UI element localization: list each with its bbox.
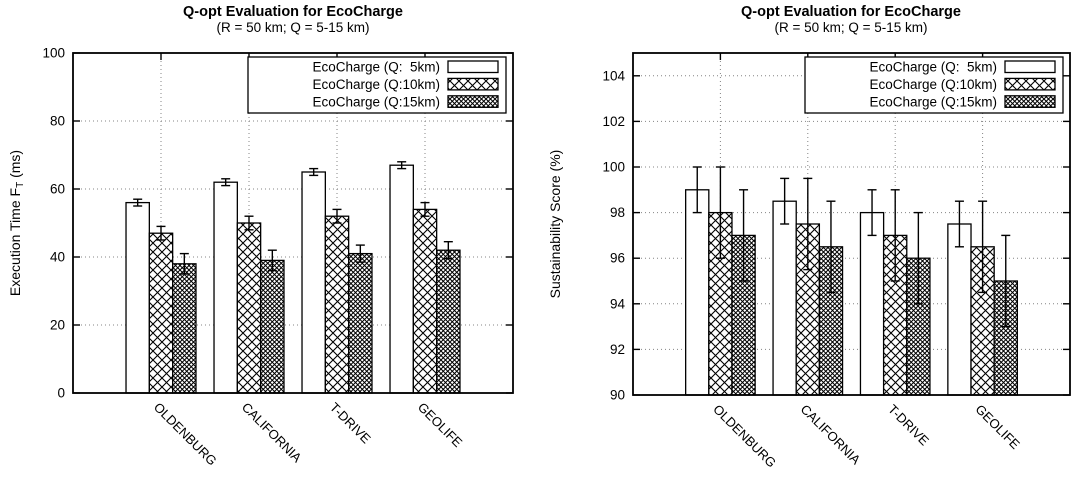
bar-series2 <box>148 232 174 394</box>
y-tick-label: 0 <box>57 386 65 401</box>
x-category-label: CALIFORNIA <box>798 402 864 468</box>
legend-label: EcoCharge (Q:10km) <box>869 77 997 92</box>
y-tick-label: 80 <box>50 114 65 129</box>
bar-series2 <box>324 215 350 394</box>
chart-subtitle: (R = 50 km; Q = 5-15 km) <box>774 20 927 35</box>
bar-series3 <box>172 263 197 394</box>
bar-series1 <box>685 189 710 396</box>
x-category-label: GEOLIFE <box>972 402 1023 453</box>
legend-label: EcoCharge (Q:15km) <box>312 94 440 109</box>
bar-series1 <box>389 164 414 394</box>
chart-sustainability-score: Q-opt Evaluation for EcoCharge (R = 50 k… <box>547 4 1071 471</box>
chart-execution-time: Q-opt Evaluation for EcoCharge (R = 50 k… <box>7 4 514 469</box>
bar-series1 <box>772 200 797 396</box>
bar-series3 <box>348 252 373 394</box>
chart-title: Q-opt Evaluation for EcoCharge <box>183 4 403 20</box>
plot-frame <box>632 52 1071 396</box>
y-tick-label: 96 <box>610 251 625 266</box>
x-category-label: GEOLIFE <box>415 400 466 451</box>
legend-swatch <box>1004 77 1056 91</box>
bar-series1 <box>213 181 238 394</box>
bar-series1 <box>301 171 326 394</box>
chart-subtitle: (R = 50 km; Q = 5-15 km) <box>216 20 369 35</box>
y-tick-label: 100 <box>42 46 65 61</box>
bar-series1 <box>125 201 150 394</box>
legend-label: EcoCharge (Q:10km) <box>312 77 440 92</box>
x-category-label: OLDENBURG <box>710 402 779 471</box>
plot-frame <box>72 52 514 394</box>
bar-series2 <box>236 222 262 394</box>
y-axis-label: Execution Time FT (ms) <box>7 150 26 296</box>
y-tick-label: 98 <box>610 205 625 220</box>
legend-swatch <box>1004 60 1056 74</box>
legend-swatch <box>447 60 499 74</box>
x-category-label: OLDENBURG <box>151 400 220 469</box>
bar-series1 <box>947 223 972 396</box>
y-tick-label: 60 <box>50 182 65 197</box>
y-tick-label: 104 <box>602 68 625 83</box>
x-category-label: CALIFORNIA <box>239 400 305 466</box>
legend-label: EcoCharge (Q: 5km) <box>312 60 440 75</box>
x-category-label: T-DRIVE <box>327 400 374 447</box>
y-tick-label: 102 <box>602 114 625 129</box>
bar-series3 <box>260 259 285 394</box>
y-tick-label: 90 <box>610 388 625 403</box>
y-tick-label: 92 <box>610 342 625 357</box>
y-tick-label: 94 <box>610 296 626 311</box>
x-category-label: T-DRIVE <box>885 402 932 449</box>
y-tick-label: 40 <box>50 250 65 265</box>
legend-label: EcoCharge (Q: 5km) <box>869 60 997 75</box>
legend-swatch <box>447 77 499 91</box>
y-tick-label: 100 <box>602 160 625 175</box>
bar-series2 <box>412 208 438 394</box>
bar-series1 <box>859 211 885 396</box>
plot-area-execution-time: 0 20 40 60 80 100 OLDENBURG CALIFORNIA T-DRIVE GE… <box>7 46 514 469</box>
legend-label: EcoCharge (Q:15km) <box>869 94 997 109</box>
y-axis-label: Sustainability Score (%) <box>547 150 563 299</box>
y-tick-label: 20 <box>50 318 65 333</box>
bar-series3 <box>436 249 461 394</box>
legend-swatch <box>447 95 499 108</box>
chart-title: Q-opt Evaluation for EcoCharge <box>741 4 961 20</box>
plot-area-sustainability-score: 90 92 94 96 98 100 102 104 OLDENBURG CALIFORNIA T-… <box>547 52 1071 471</box>
legend-swatch <box>1004 95 1056 108</box>
